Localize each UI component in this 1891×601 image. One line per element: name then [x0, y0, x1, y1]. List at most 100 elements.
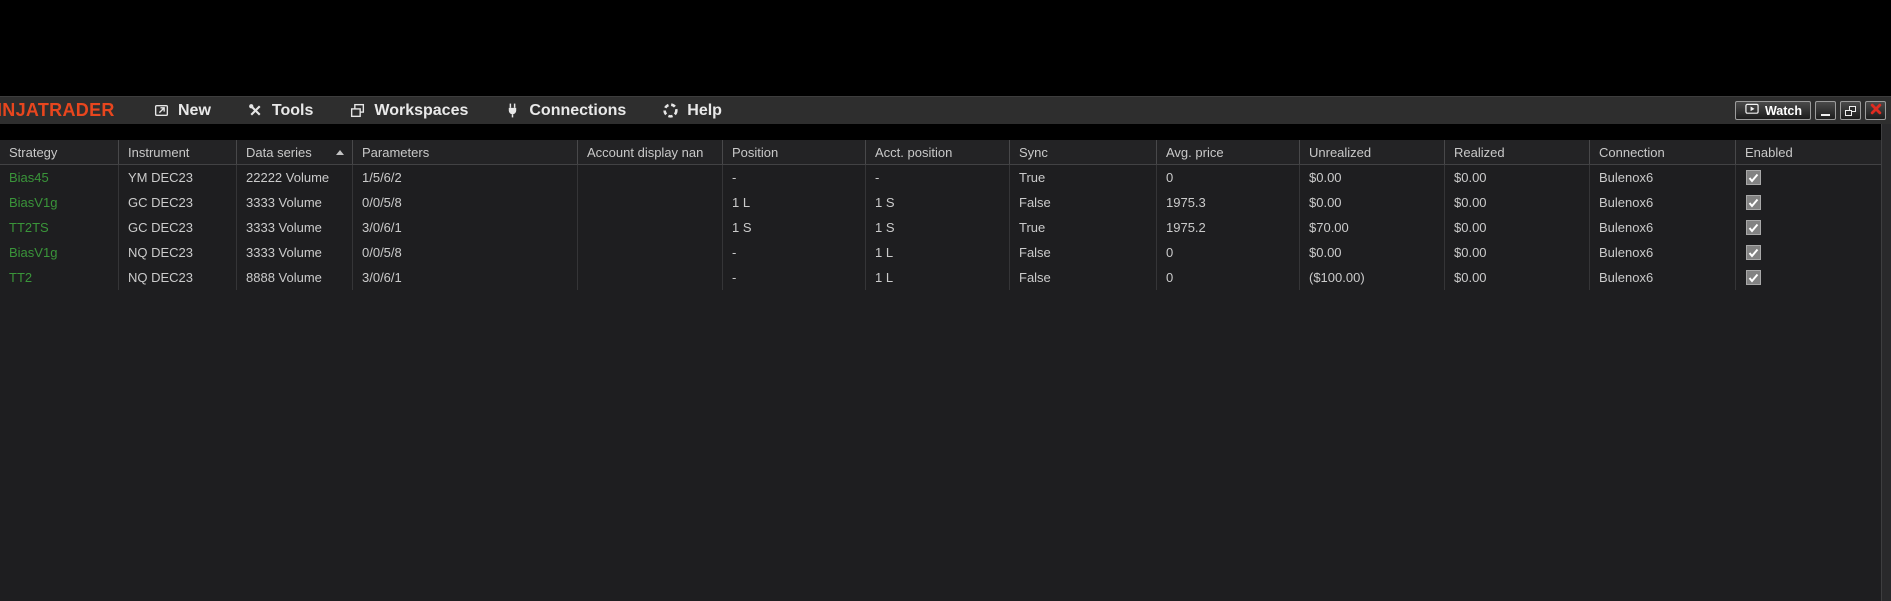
- menu-workspaces[interactable]: Workspaces: [331, 97, 486, 124]
- cell-strategy: BiasV1g: [0, 240, 119, 265]
- strategy-row-Bias45[interactable]: Bias45 YM DEC23 22222 Volume 1/5/6/2- - True 0…: [0, 165, 1891, 190]
- cell-connection: Bulenox6: [1590, 165, 1736, 190]
- enabled-checkbox[interactable]: [1746, 220, 1761, 235]
- cell-realized: $0.00: [1445, 215, 1590, 240]
- cell-connection: Bulenox6: [1590, 240, 1736, 265]
- cell-avg_price: 0: [1157, 265, 1300, 290]
- column-header-connection[interactable]: Connection: [1590, 140, 1736, 164]
- cell-enabled: [1736, 240, 1891, 265]
- menu-tools[interactable]: Tools: [229, 97, 331, 124]
- cell-instrument: GC DEC23: [119, 215, 237, 240]
- vertical-scrollbar[interactable]: [1881, 124, 1891, 601]
- cell-acct_position: 1 S: [866, 215, 1010, 240]
- column-header-label: Avg. price: [1166, 144, 1224, 160]
- menu-bar: INJATRADER New Tools Workspaces: [0, 96, 1891, 124]
- new-window-icon: [153, 102, 170, 119]
- column-header-account_display_name[interactable]: Account display nan: [578, 140, 723, 164]
- cell-instrument: NQ DEC23: [119, 265, 237, 290]
- column-header-label: Account display nan: [587, 144, 704, 160]
- cell-avg_price: 1975.2: [1157, 215, 1300, 240]
- cell-unrealized: $0.00: [1300, 240, 1445, 265]
- column-header-position[interactable]: Position: [723, 140, 866, 164]
- cell-position: -: [723, 265, 866, 290]
- column-header-label: Data series: [246, 144, 312, 160]
- column-header-acct_position[interactable]: Acct. position: [866, 140, 1010, 164]
- cell-position: 1 S: [723, 215, 866, 240]
- column-header-sync[interactable]: Sync: [1010, 140, 1157, 164]
- cell-enabled: [1736, 215, 1891, 240]
- column-header-realized[interactable]: Realized: [1445, 140, 1590, 164]
- cell-connection: Bulenox6: [1590, 215, 1736, 240]
- cell-realized: $0.00: [1445, 265, 1590, 290]
- watch-button[interactable]: Watch: [1734, 101, 1811, 120]
- minimize-button[interactable]: [1815, 101, 1836, 120]
- cell-sync: True: [1010, 215, 1157, 240]
- cell-position: -: [723, 165, 866, 190]
- menu-new[interactable]: New: [135, 97, 229, 124]
- column-header-parameters[interactable]: Parameters: [353, 140, 578, 164]
- enabled-checkbox[interactable]: [1746, 170, 1761, 185]
- column-header-enabled[interactable]: Enabled: [1736, 140, 1891, 164]
- cell-unrealized: ($100.00): [1300, 265, 1445, 290]
- cell-strategy: TT2: [0, 265, 119, 290]
- column-header-label: Parameters: [362, 144, 430, 160]
- column-header-label: Enabled: [1745, 144, 1793, 160]
- cell-realized: $0.00: [1445, 240, 1590, 265]
- cell-account_display_name: [578, 265, 723, 290]
- cell-data_series: 3333 Volume: [237, 240, 353, 265]
- cell-parameters: 0/0/5/8: [353, 240, 578, 265]
- cell-data_series: 22222 Volume: [237, 165, 353, 190]
- column-header-label: Instrument: [128, 144, 190, 160]
- cell-parameters: 0/0/5/8: [353, 190, 578, 215]
- cell-data_series: 8888 Volume: [237, 265, 353, 290]
- cell-strategy: Bias45: [0, 165, 119, 190]
- column-header-data_series[interactable]: Data series: [237, 140, 353, 164]
- tv-play-icon: [1744, 102, 1760, 119]
- strategy-row-BiasV1g[interactable]: BiasV1g NQ DEC23 3333 Volume 0/0/5/8 -1 L Fal…: [0, 240, 1891, 265]
- enabled-checkbox[interactable]: [1746, 270, 1761, 285]
- menu-label: New: [178, 101, 211, 119]
- strategies-grid: Strategy Instrument Data series Parameters A…: [0, 140, 1891, 601]
- cell-acct_position: 1 L: [866, 240, 1010, 265]
- enabled-checkbox[interactable]: [1746, 245, 1761, 260]
- table-header: Strategy Instrument Data series Parameters A…: [0, 140, 1891, 165]
- column-header-strategy[interactable]: Strategy: [0, 140, 119, 164]
- close-button[interactable]: [1865, 101, 1886, 120]
- workspaces-icon: [349, 102, 366, 119]
- cell-sync: True: [1010, 165, 1157, 190]
- strategy-row-TT2[interactable]: TT2 NQ DEC23 8888 Volume 3/0/6/1 -1 L False 0(…: [0, 265, 1891, 290]
- column-header-instrument[interactable]: Instrument: [119, 140, 237, 164]
- cell-parameters: 1/5/6/2: [353, 165, 578, 190]
- menu-label: Connections: [529, 101, 627, 119]
- column-header-label: Realized: [1454, 144, 1505, 160]
- cell-avg_price: 0: [1157, 165, 1300, 190]
- cell-position: 1 L: [723, 190, 866, 215]
- cell-instrument: YM DEC23: [119, 165, 237, 190]
- cell-account_display_name: [578, 215, 723, 240]
- cell-realized: $0.00: [1445, 165, 1590, 190]
- enabled-checkbox[interactable]: [1746, 195, 1761, 210]
- menu-label: Tools: [271, 101, 314, 119]
- cell-strategy: TT2TS: [0, 215, 119, 240]
- column-header-unrealized[interactable]: Unrealized: [1300, 140, 1445, 164]
- cell-position: -: [723, 240, 866, 265]
- menu-connections[interactable]: Connections: [486, 97, 644, 124]
- column-header-label: Unrealized: [1309, 144, 1372, 160]
- cell-sync: False: [1010, 240, 1157, 265]
- cell-account_display_name: [578, 165, 723, 190]
- cell-acct_position: 1 L: [866, 265, 1010, 290]
- column-header-avg_price[interactable]: Avg. price: [1157, 140, 1300, 164]
- cell-sync: False: [1010, 190, 1157, 215]
- tools-icon: [247, 102, 264, 119]
- cell-instrument: GC DEC23: [119, 190, 237, 215]
- cell-data_series: 3333 Volume: [237, 190, 353, 215]
- minimize-icon: [1821, 113, 1830, 116]
- column-header-label: Connection: [1599, 144, 1665, 160]
- restore-icon: [1845, 105, 1856, 116]
- cell-unrealized: $70.00: [1300, 215, 1445, 240]
- menu-help[interactable]: Help: [644, 97, 740, 124]
- restore-button[interactable]: [1840, 101, 1861, 120]
- cell-sync: False: [1010, 265, 1157, 290]
